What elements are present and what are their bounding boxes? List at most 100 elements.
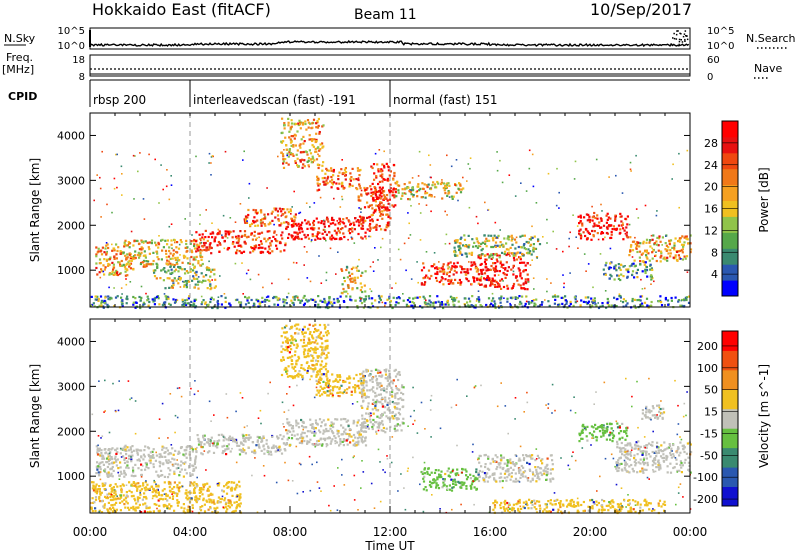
power-region — [316, 167, 362, 192]
power-colorbar-label: Power [dB] — [757, 167, 771, 232]
power-colorbar-tick: 16 — [704, 203, 718, 216]
xtick-label: 00:00 — [73, 525, 108, 539]
nave-tick-bottom: 0 — [707, 72, 713, 83]
power-region — [477, 252, 530, 291]
velocity-ytick-label: 3000 — [57, 380, 85, 393]
power-region — [152, 265, 217, 291]
date-title: 10/Sep/2017 — [590, 0, 692, 19]
xtick-label: 04:00 — [173, 525, 208, 539]
cpid-label: CPID — [8, 90, 37, 103]
nsky-label: N.Sky — [4, 32, 36, 45]
freq-tick-bottom: 8 — [79, 72, 85, 83]
power-colorbar-swatch — [722, 184, 738, 201]
freq-label: Freq. — [6, 51, 33, 64]
cpid-segment-label: rbsp 200 — [93, 93, 146, 107]
velocity-colorbar-tick: 100 — [697, 362, 718, 375]
velocity-speckles — [90, 377, 692, 514]
velocity-data — [90, 323, 693, 515]
velocity-colorbar-swatch — [722, 369, 738, 390]
xtick-label: 00:00 — [673, 525, 708, 539]
velocity-region — [578, 422, 629, 443]
nsky-tick-top: 10^5 — [58, 26, 85, 37]
freq-panel — [89, 54, 691, 77]
power-colorbar-swatch — [722, 264, 738, 281]
velocity-region — [360, 368, 405, 434]
velocity-colorbar-swatch — [722, 389, 738, 410]
power-colorbar-swatch — [722, 216, 738, 233]
velocity-colorbar: 200 100 50 15 -15 -50 -100 -200 — [693, 330, 739, 507]
power-region — [285, 216, 367, 241]
velocity-colorbar-swatch — [722, 447, 738, 468]
velocity-colorbar-tick: 15 — [704, 406, 718, 419]
cpid-segment-label: normal (fast) 151 — [393, 93, 497, 107]
velocity-region — [615, 440, 693, 474]
xtick-label: 20:00 — [573, 525, 608, 539]
velocity-colorbar-tick: 50 — [704, 384, 718, 397]
power-colorbar-swatch — [722, 248, 738, 265]
power-region — [95, 243, 135, 277]
nave-tick-top: 60 — [707, 55, 720, 66]
velocity-colorbar-tick: -100 — [693, 471, 718, 484]
velocity-region — [280, 323, 330, 380]
freq-unit: [MHz] — [2, 63, 34, 76]
beam-title: Beam 11 — [354, 7, 417, 23]
xtick-label: 08:00 — [273, 525, 308, 539]
velocity-colorbar-swatch — [722, 350, 738, 371]
velocity-colorbar-swatch — [722, 408, 738, 429]
power-colorbar-tick: 28 — [704, 137, 718, 150]
velocity-region — [492, 498, 667, 515]
power-colorbar-swatch — [722, 232, 738, 249]
power-colorbar-swatch — [722, 152, 738, 170]
velocity-colorbar-swatch — [722, 486, 738, 507]
power-colorbar-tick: 12 — [704, 224, 718, 237]
velocity-colorbar-tick: -50 — [700, 449, 718, 462]
power-data — [90, 117, 693, 310]
power-ylabel: Slant Range [km] — [28, 158, 42, 262]
nsearch-tick-bottom: 10^0 — [707, 41, 734, 52]
power-region — [357, 185, 392, 232]
power-region — [122, 238, 204, 268]
time-x-axis: 00:00 04:00 08:00 12:00 16:00 20:00 00:00 — [73, 113, 708, 539]
xlabel: Time UT — [364, 539, 415, 553]
cpid-segments: rbsp 200 interleavedscan (fast) -191 norma… — [89, 80, 497, 107]
velocity-colorbar-label: Velocity [m s^-1] — [757, 364, 771, 468]
freq-tick-top: 18 — [72, 55, 85, 66]
velocity-colorbar-tick: 200 — [697, 340, 718, 353]
xtick-label: 12:00 — [373, 525, 408, 539]
power-colorbar: 4 8 12 16 20 24 28 — [704, 120, 739, 297]
power-region — [340, 265, 367, 295]
nsearch-label: N.Search — [746, 32, 796, 45]
xtick-label: 16:00 — [473, 525, 508, 539]
nsky-tick-bottom: 10^0 — [58, 41, 85, 52]
velocity-colorbar-swatch — [722, 428, 738, 449]
velocity-ytick-label: 4000 — [57, 335, 85, 348]
power-ytick-label: 3000 — [57, 174, 85, 187]
velocity-ylabel: Slant Range [km] — [28, 364, 42, 468]
station-title: Hokkaido East (fitACF) — [92, 0, 271, 19]
power-colorbar-swatch — [722, 121, 738, 138]
nave-label: Nave — [754, 62, 782, 75]
power-colorbar-tick: 4 — [711, 268, 718, 281]
velocity-colorbar-tick: -15 — [700, 427, 718, 440]
velocity-region — [641, 404, 666, 420]
power-region — [370, 162, 398, 214]
cpid-segment-label: interleavedscan (fast) -191 — [193, 93, 356, 107]
power-colorbar-tick: 20 — [704, 181, 718, 194]
velocity-region — [90, 480, 242, 515]
velocity-region — [420, 467, 480, 492]
power-ytick-label: 1000 — [57, 264, 85, 277]
power-region — [577, 211, 629, 241]
velocity-ytick-label: 1000 — [57, 470, 85, 483]
velocity-region — [315, 373, 366, 398]
power-region — [395, 180, 465, 201]
power-colorbar-swatch — [722, 280, 738, 297]
velocity-colorbar-tick: -200 — [693, 493, 718, 506]
power-colorbar-tick: 24 — [704, 159, 718, 172]
nsearch-tick-top: 10^5 — [707, 26, 734, 37]
power-colorbar-swatch — [722, 136, 738, 154]
power-ytick-label: 2000 — [57, 219, 85, 232]
power-ytick-label: 4000 — [57, 129, 85, 142]
power-colorbar-swatch — [722, 168, 738, 186]
power-speckles — [93, 149, 689, 308]
